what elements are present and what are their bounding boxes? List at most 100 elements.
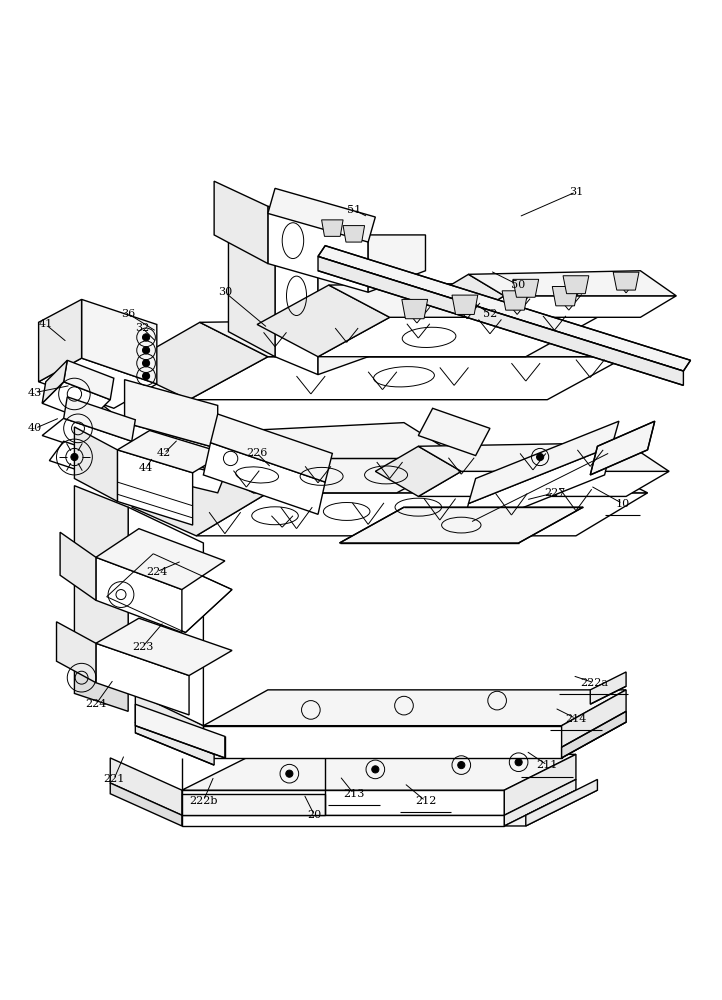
Polygon shape xyxy=(504,779,576,826)
Polygon shape xyxy=(204,726,562,758)
Polygon shape xyxy=(200,317,626,357)
Polygon shape xyxy=(214,443,250,471)
Polygon shape xyxy=(321,220,343,236)
Polygon shape xyxy=(182,794,325,815)
Polygon shape xyxy=(563,276,589,294)
Polygon shape xyxy=(504,790,597,826)
Text: 10: 10 xyxy=(615,499,630,509)
Polygon shape xyxy=(552,286,578,306)
Polygon shape xyxy=(375,446,461,496)
Polygon shape xyxy=(343,226,365,242)
Polygon shape xyxy=(49,441,129,482)
Text: 224: 224 xyxy=(146,567,168,577)
Polygon shape xyxy=(214,181,268,264)
Circle shape xyxy=(142,372,149,380)
Polygon shape xyxy=(502,291,528,310)
Polygon shape xyxy=(121,322,268,400)
Text: 36: 36 xyxy=(121,309,135,319)
Polygon shape xyxy=(261,423,461,458)
Polygon shape xyxy=(257,285,390,357)
Polygon shape xyxy=(418,408,490,456)
Polygon shape xyxy=(368,235,425,292)
Text: 40: 40 xyxy=(28,423,42,433)
Polygon shape xyxy=(38,299,82,382)
Polygon shape xyxy=(64,397,135,441)
Text: 50: 50 xyxy=(511,280,526,290)
Polygon shape xyxy=(204,443,325,514)
Polygon shape xyxy=(469,421,619,504)
Text: 224: 224 xyxy=(85,699,107,709)
Polygon shape xyxy=(74,668,129,711)
Polygon shape xyxy=(613,272,639,290)
Polygon shape xyxy=(196,493,648,536)
Polygon shape xyxy=(218,425,329,493)
Polygon shape xyxy=(526,779,597,826)
Polygon shape xyxy=(110,783,182,826)
Text: 51: 51 xyxy=(347,205,361,215)
Polygon shape xyxy=(452,295,478,314)
Polygon shape xyxy=(318,256,684,385)
Text: 223: 223 xyxy=(132,642,153,652)
Text: 214: 214 xyxy=(565,714,586,724)
Polygon shape xyxy=(562,711,626,758)
Text: 221: 221 xyxy=(103,774,124,784)
Polygon shape xyxy=(114,450,225,493)
Polygon shape xyxy=(42,360,67,403)
Polygon shape xyxy=(110,758,182,815)
Polygon shape xyxy=(96,557,182,633)
Polygon shape xyxy=(228,221,275,357)
Polygon shape xyxy=(189,357,626,400)
Circle shape xyxy=(71,453,78,461)
Polygon shape xyxy=(469,271,677,296)
Text: 42: 42 xyxy=(157,448,171,458)
Polygon shape xyxy=(125,380,218,448)
Polygon shape xyxy=(345,251,362,264)
Polygon shape xyxy=(268,188,375,242)
Text: 226: 226 xyxy=(246,448,268,458)
Polygon shape xyxy=(196,430,318,493)
Polygon shape xyxy=(38,358,157,408)
Polygon shape xyxy=(461,446,612,532)
Polygon shape xyxy=(129,507,204,726)
Polygon shape xyxy=(204,461,648,493)
Text: 211: 211 xyxy=(536,760,558,770)
Polygon shape xyxy=(318,246,690,371)
Circle shape xyxy=(142,347,149,354)
Text: 31: 31 xyxy=(569,187,583,197)
Polygon shape xyxy=(402,299,427,319)
Polygon shape xyxy=(562,690,626,758)
Polygon shape xyxy=(135,704,225,758)
Polygon shape xyxy=(432,274,504,317)
Polygon shape xyxy=(64,360,114,400)
Text: 20: 20 xyxy=(308,810,321,820)
Polygon shape xyxy=(67,400,125,439)
Polygon shape xyxy=(171,432,218,493)
Polygon shape xyxy=(418,471,669,496)
Polygon shape xyxy=(204,690,626,726)
Circle shape xyxy=(458,762,465,769)
Text: 41: 41 xyxy=(39,319,53,329)
Text: 227: 227 xyxy=(544,488,565,498)
Polygon shape xyxy=(135,690,204,758)
Text: 222b: 222b xyxy=(189,796,217,806)
Polygon shape xyxy=(82,299,157,384)
Polygon shape xyxy=(182,815,504,826)
Polygon shape xyxy=(318,256,368,375)
Polygon shape xyxy=(418,443,669,471)
Circle shape xyxy=(142,360,149,367)
Polygon shape xyxy=(118,431,225,473)
Text: 30: 30 xyxy=(218,287,232,297)
Polygon shape xyxy=(253,458,461,493)
Polygon shape xyxy=(74,427,118,501)
Polygon shape xyxy=(329,283,597,317)
Text: 212: 212 xyxy=(415,796,436,806)
Polygon shape xyxy=(469,296,677,317)
Polygon shape xyxy=(211,457,318,529)
Circle shape xyxy=(372,766,379,773)
Text: 52: 52 xyxy=(483,309,497,319)
Polygon shape xyxy=(211,414,332,482)
Polygon shape xyxy=(96,529,225,590)
Text: 213: 213 xyxy=(343,789,365,799)
Polygon shape xyxy=(591,672,626,704)
Polygon shape xyxy=(318,255,373,279)
